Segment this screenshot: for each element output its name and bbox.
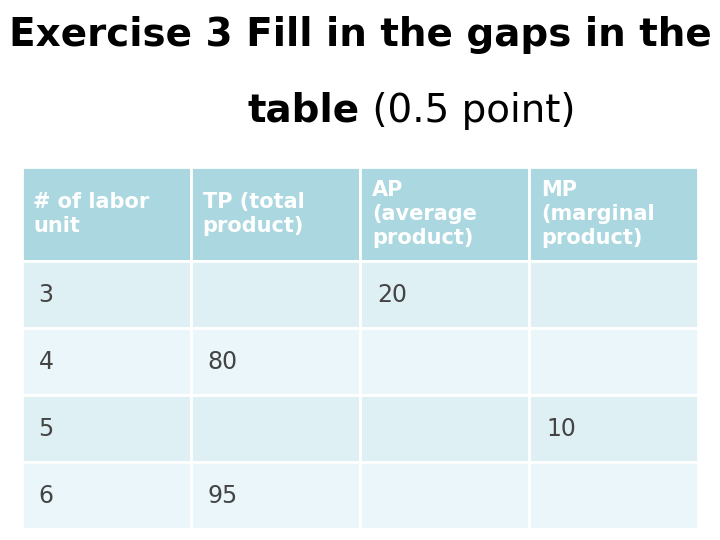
Text: 3: 3: [39, 283, 53, 307]
Text: 6: 6: [39, 484, 53, 508]
Bar: [360, 395, 529, 462]
Text: 5: 5: [39, 417, 54, 441]
Text: 95: 95: [208, 484, 238, 508]
Bar: [529, 462, 698, 529]
Text: (0.5 point): (0.5 point): [360, 92, 575, 130]
Text: AP
(average
product): AP (average product): [372, 180, 477, 248]
Bar: [22, 261, 191, 328]
Bar: [529, 395, 698, 462]
Bar: [191, 328, 360, 395]
Bar: [191, 462, 360, 529]
Text: 4: 4: [39, 350, 53, 374]
Text: table: table: [248, 92, 360, 130]
Text: TP (total
product): TP (total product): [202, 192, 305, 237]
Bar: [360, 261, 529, 328]
Text: 80: 80: [208, 350, 238, 374]
Bar: [22, 328, 191, 395]
Text: MP
(marginal
product): MP (marginal product): [541, 180, 654, 248]
Text: 20: 20: [377, 283, 407, 307]
Text: # of labor
unit: # of labor unit: [33, 192, 150, 237]
Bar: [22, 167, 191, 261]
Text: Exercise 3 Fill in the gaps in the: Exercise 3 Fill in the gaps in the: [9, 16, 711, 54]
Bar: [191, 167, 360, 261]
Text: 10: 10: [546, 417, 576, 441]
Bar: [529, 328, 698, 395]
Bar: [360, 462, 529, 529]
Bar: [360, 328, 529, 395]
Bar: [191, 395, 360, 462]
Bar: [191, 261, 360, 328]
Bar: [22, 462, 191, 529]
Bar: [529, 167, 698, 261]
Bar: [529, 261, 698, 328]
Bar: [360, 167, 529, 261]
Bar: [22, 395, 191, 462]
